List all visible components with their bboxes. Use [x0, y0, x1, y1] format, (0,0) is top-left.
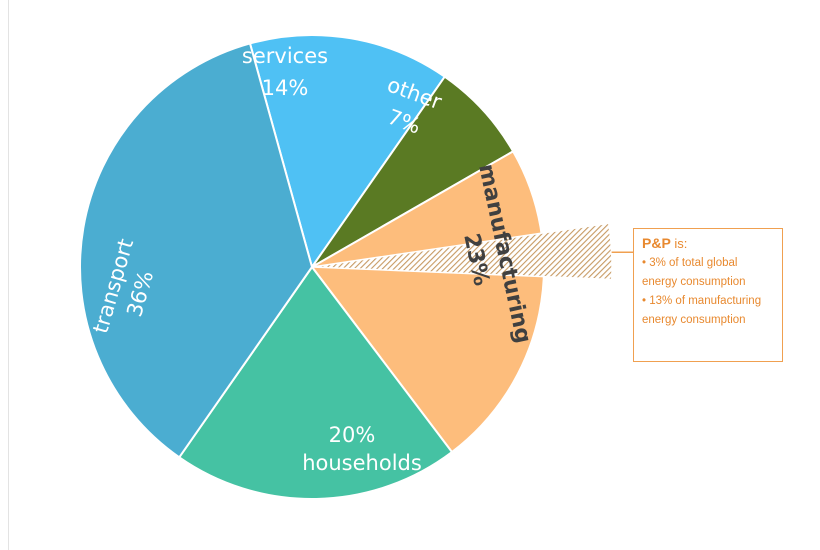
pie-slice-services [248, 34, 447, 270]
pie-slices [79, 34, 545, 500]
pie-slice-transport [79, 42, 314, 459]
slice-value-services: 14% [262, 76, 309, 100]
slice-value-households: 20% [329, 423, 376, 447]
callout-title: P&P is: [642, 235, 774, 251]
callout-title-rest: is: [670, 236, 688, 251]
pp-highlight-wedge [311, 222, 613, 281]
slice-label-services: services [242, 44, 328, 68]
divider [8, 0, 9, 550]
callout-title-bold: P&P [642, 235, 671, 251]
pie-slice-manufacturing [310, 149, 545, 454]
pie-slice-households [177, 265, 454, 500]
slice-label-households: households [302, 451, 422, 475]
pie-slice-other [311, 75, 515, 268]
pp-callout-box: P&P is: • 3% of total global energy cons… [633, 228, 783, 362]
callout-item: • 3% of total global energy consumption [642, 257, 746, 288]
callout-item: • 13% of manufacturing energy consumptio… [642, 295, 762, 326]
